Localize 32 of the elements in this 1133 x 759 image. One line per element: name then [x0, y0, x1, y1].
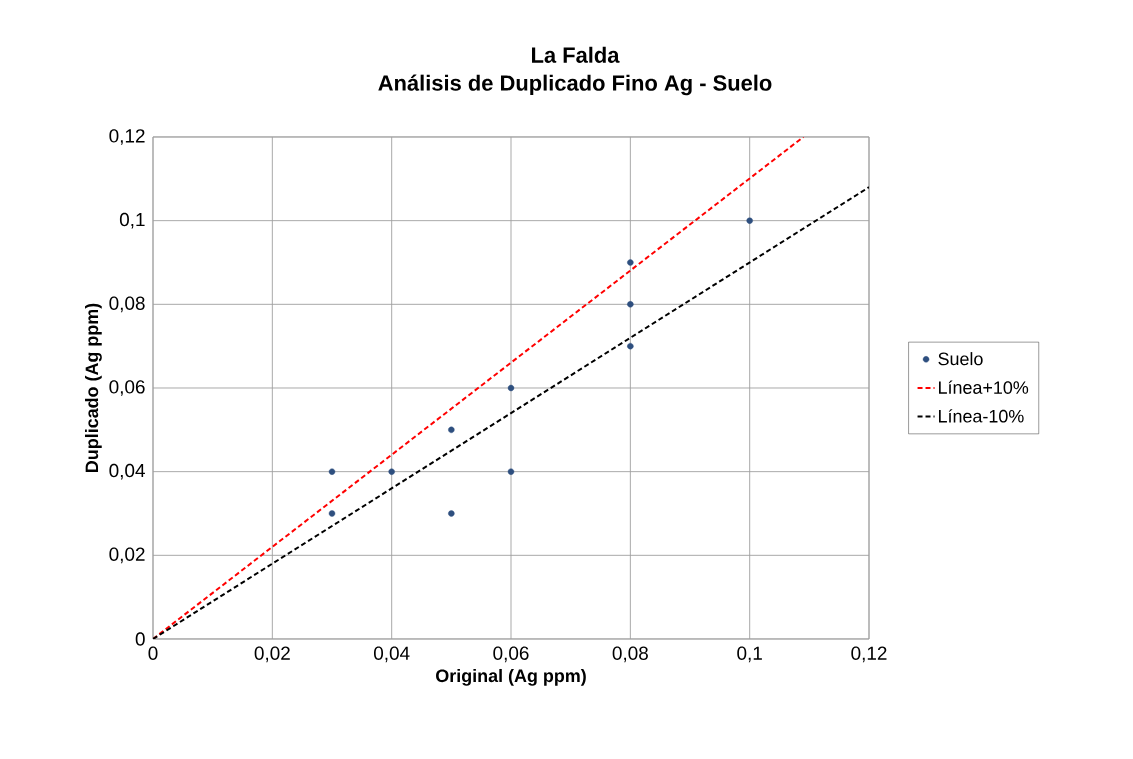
x-tick-label: 0,02 — [254, 646, 290, 663]
x-tick-label: 0,1 — [737, 646, 762, 663]
point — [507, 468, 515, 475]
y-tick-label: 0 — [135, 632, 145, 646]
point — [627, 342, 634, 350]
point — [328, 468, 336, 475]
x-tick-label: 0,06 — [493, 646, 529, 663]
y-tick-label: 0,1 — [119, 212, 145, 229]
x-tick-label: 0,04 — [373, 646, 410, 663]
point — [627, 301, 634, 308]
y-tick-label: 0,06 — [109, 380, 145, 396]
point — [328, 510, 336, 517]
point — [448, 426, 455, 434]
x-tick-label: 0,12 — [851, 646, 887, 663]
x-tick-label: 0,08 — [612, 646, 648, 663]
y-tick-label: 0,08 — [109, 296, 145, 313]
x-axis-title: Original (Ag ppm) — [436, 668, 586, 686]
y-tick-label: 0,04 — [109, 463, 145, 480]
point — [627, 259, 634, 266]
x-tick-label: 0 — [148, 646, 158, 660]
point — [388, 468, 395, 475]
chart-subtitle: Análisis de Duplicado Fino Ag - Suelo — [378, 74, 772, 96]
y-tick-label: 0,02 — [109, 547, 145, 564]
legend-label: Línea+10% — [939, 380, 1029, 394]
chart-title: La Falda — [532, 46, 620, 63]
point — [507, 384, 515, 392]
legend-label: Línea-10% — [939, 409, 1024, 423]
point — [746, 217, 753, 224]
point — [448, 510, 455, 517]
y-axis-title: Duplicado (Ag ppm) — [85, 303, 102, 472]
y-tick-label: 0,12 — [109, 129, 145, 145]
legend-label: Suelo — [938, 352, 983, 366]
